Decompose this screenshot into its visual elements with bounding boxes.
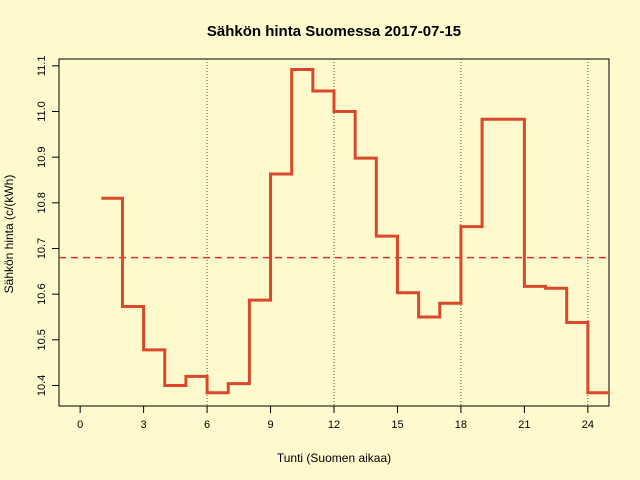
y-tick-label: 10.9 bbox=[36, 146, 48, 167]
y-tick-label: 10.6 bbox=[36, 283, 48, 304]
y-tick-label: 10.4 bbox=[36, 375, 48, 396]
y-tick-label: 10.8 bbox=[36, 192, 48, 213]
x-axis-label: Tunti (Suomen aikaa) bbox=[277, 451, 391, 465]
y-tick-label: 11.1 bbox=[36, 56, 48, 77]
x-tick-label: 15 bbox=[391, 419, 403, 431]
price-series-line bbox=[101, 68, 609, 395]
y-tick-label: 11.0 bbox=[36, 101, 48, 122]
x-tick-label: 3 bbox=[141, 419, 147, 431]
x-tick-label: 0 bbox=[77, 419, 83, 431]
x-tick-label: 9 bbox=[267, 419, 273, 431]
y-tick-label: 10.5 bbox=[36, 329, 48, 350]
x-tick-label: 18 bbox=[455, 419, 467, 431]
chart-title: Sähkön hinta Suomessa 2017-07-15 bbox=[207, 23, 461, 40]
x-tick-label: 24 bbox=[582, 419, 594, 431]
y-axis-label: Sähkön hinta (c/(kWh) bbox=[2, 175, 16, 294]
y-tick-label: 10.7 bbox=[36, 238, 48, 259]
x-tick-label: 21 bbox=[518, 419, 530, 431]
plot-area: 0 3 6 9 12 15 18 21 24 10.4 10.5 10.6 10.7 10.8 10.9 11… bbox=[36, 56, 610, 431]
x-tick-label: 12 bbox=[328, 419, 340, 431]
x-tick-label: 6 bbox=[204, 419, 210, 431]
